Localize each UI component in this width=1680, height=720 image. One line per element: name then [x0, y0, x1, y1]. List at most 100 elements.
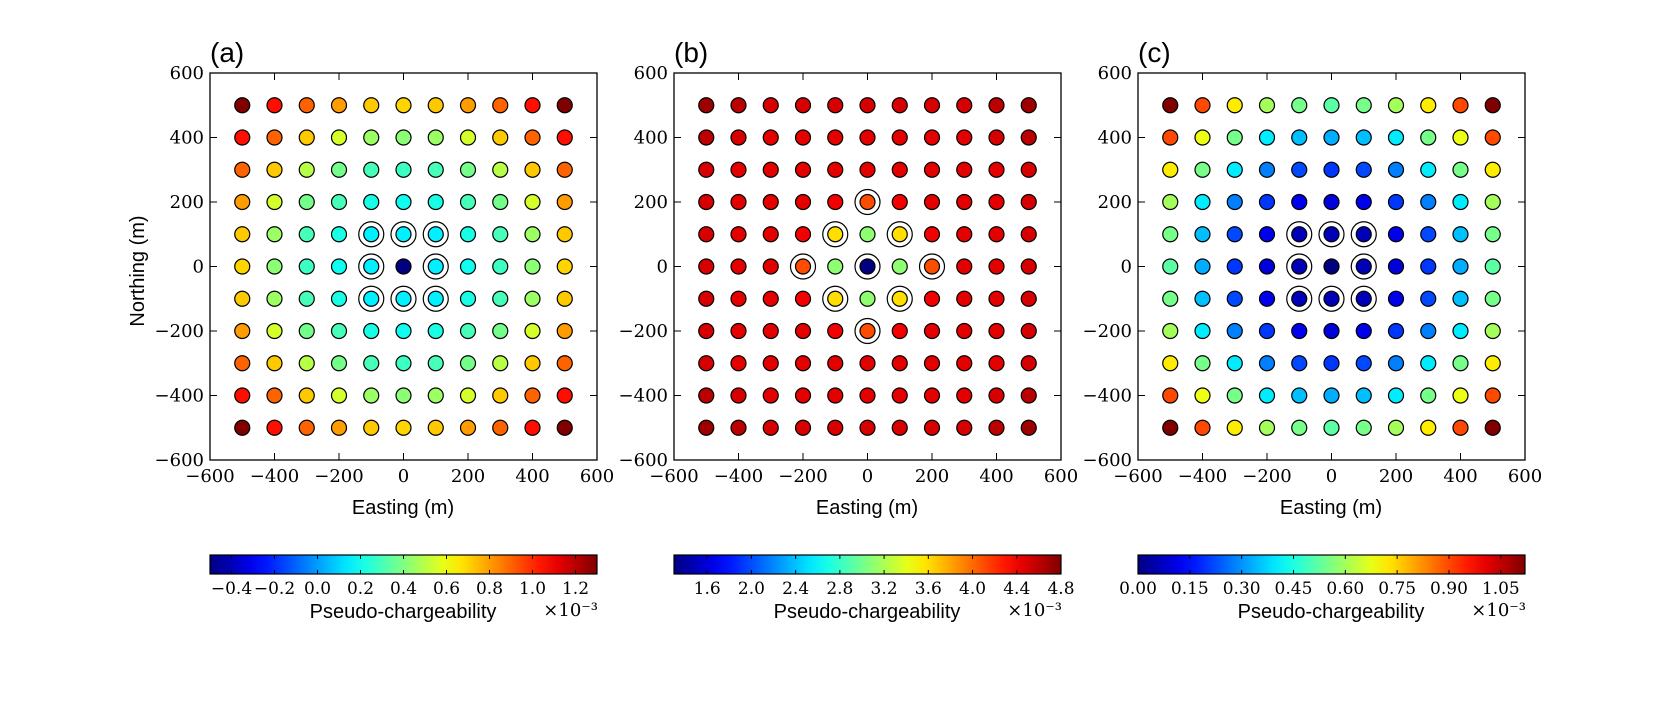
data-point — [730, 387, 747, 404]
data-point — [1226, 258, 1243, 275]
y-tick-label: −600 — [1083, 450, 1132, 471]
data-point — [923, 129, 941, 146]
data-point — [427, 129, 444, 146]
ring-marker — [822, 285, 849, 312]
colorbar-tick-label: 4.0 — [959, 579, 986, 599]
data-point — [1387, 387, 1405, 404]
data-point — [1420, 97, 1437, 114]
data-point — [762, 193, 779, 211]
colorbar-tick-label: 2.0 — [738, 579, 765, 599]
data-point — [859, 258, 876, 275]
data-point — [1291, 355, 1308, 372]
ring-marker — [918, 253, 946, 280]
ring-marker — [1350, 253, 1377, 280]
ring-marker — [1318, 285, 1345, 312]
data-point — [923, 97, 941, 114]
data-point — [427, 161, 444, 178]
y-tick-label: 200 — [170, 192, 204, 213]
panel-label-b: (b) — [674, 37, 708, 68]
data-point — [1420, 355, 1437, 372]
x-tick-label: 200 — [1379, 466, 1413, 487]
data-point — [556, 258, 573, 275]
colorbar-tick-label: 0.00 — [1119, 579, 1157, 599]
data-point — [1291, 387, 1308, 404]
data-point — [1226, 290, 1243, 307]
data-point — [1258, 322, 1276, 340]
data-point — [298, 419, 315, 436]
data-point — [556, 97, 573, 114]
plot-area-b: −600−600 −400 −400 −200 −200 0 0 200 200 400 400 60… — [619, 63, 1079, 487]
x-tick-label: 400 — [979, 466, 1013, 487]
colorbar-tick-label: 1.05 — [1482, 579, 1520, 599]
data-point — [427, 258, 444, 275]
data-point — [923, 387, 941, 404]
x-tick-label: −400 — [250, 466, 299, 487]
x-tick-label: −400 — [714, 466, 763, 487]
data-point — [459, 419, 477, 436]
data-point — [698, 97, 715, 114]
data-point — [988, 193, 1005, 211]
x-tick-label: 600 — [580, 466, 614, 487]
data-point — [395, 226, 412, 243]
data-point — [698, 258, 715, 275]
data-point — [524, 258, 541, 275]
data-point — [234, 419, 251, 436]
data-point — [1020, 290, 1037, 307]
data-point — [956, 387, 973, 404]
data-point — [1484, 226, 1501, 243]
ring-marker — [1318, 221, 1345, 248]
y-tick-label: −200 — [619, 321, 668, 342]
y-tick-label: −200 — [1083, 321, 1132, 342]
data-point — [1355, 97, 1372, 114]
data-point — [1226, 97, 1243, 114]
data-point — [524, 226, 541, 243]
data-point — [1420, 161, 1437, 178]
y-tick-label: 400 — [170, 128, 204, 149]
data-point — [1420, 129, 1437, 146]
data-point — [524, 419, 541, 436]
data-point — [1291, 290, 1308, 307]
data-point — [859, 226, 876, 243]
data-point — [988, 97, 1005, 114]
ring-marker — [886, 221, 913, 248]
x-axis-label-c: Easting (m) — [1280, 497, 1382, 519]
data-point — [1291, 419, 1308, 436]
data-point — [698, 290, 715, 307]
colorbar-multiplier-a: ×10⁻³ — [543, 600, 598, 621]
data-point — [330, 355, 348, 372]
data-point — [266, 193, 283, 211]
colorbar-tick-label: 3.6 — [915, 579, 942, 599]
data-point — [395, 129, 412, 146]
colorbar-a: −0.4 −0.2 0.0 0.2 0.4 0.6 0.8 1.0 1.2 — [209, 554, 598, 599]
x-tick-label: 600 — [1508, 466, 1542, 487]
data-point — [524, 193, 541, 211]
y-tick-label: 0 — [657, 257, 668, 278]
colorbar-tick-label: 2.4 — [782, 579, 809, 599]
data-point — [794, 258, 812, 275]
data-point — [363, 193, 380, 211]
data-point — [1420, 226, 1437, 243]
ring-marker — [1286, 221, 1313, 248]
data-point — [730, 226, 747, 243]
data-point — [234, 322, 251, 340]
data-point — [266, 355, 283, 372]
colorbar-tick-label: −0.4 — [211, 579, 252, 599]
data-point — [492, 355, 509, 372]
data-point — [1291, 193, 1308, 211]
data-point — [234, 258, 251, 275]
data-point — [1420, 193, 1437, 211]
data-point — [330, 129, 348, 146]
data-point — [794, 97, 812, 114]
ring-marker — [422, 221, 449, 248]
y-tick-label: 0 — [1121, 257, 1132, 278]
x-tick-label: 0 — [1326, 466, 1337, 487]
data-point — [556, 129, 573, 146]
data-point — [988, 129, 1005, 146]
data-point — [988, 387, 1005, 404]
data-point — [891, 258, 908, 275]
data-point — [1420, 419, 1437, 436]
data-point — [1484, 387, 1501, 404]
data-point — [1162, 322, 1179, 340]
data-point — [794, 387, 812, 404]
ring-marker — [822, 221, 849, 248]
